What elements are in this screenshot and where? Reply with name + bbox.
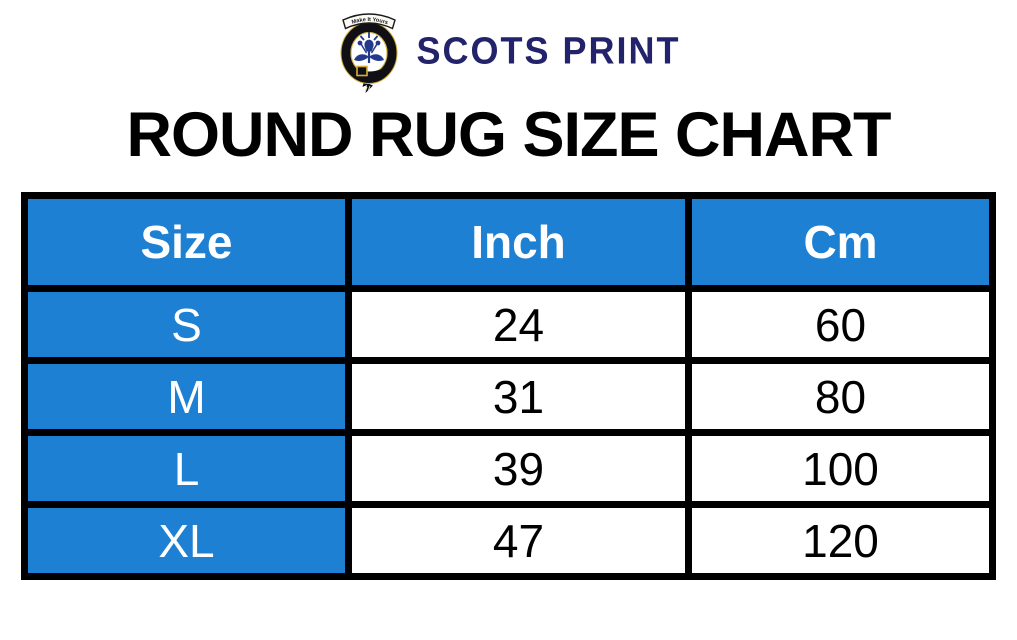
size-cell: XL — [21, 501, 352, 580]
ribbon-text: Make It Yours — [352, 17, 390, 26]
cm-cell: 60 — [685, 285, 996, 364]
inch-cell: 24 — [345, 285, 692, 364]
size-cell: L — [21, 429, 352, 508]
brand-name: SCOTS PRINT — [416, 28, 681, 72]
thistle-icon — [354, 32, 385, 63]
belt-buckle-icon — [347, 64, 392, 79]
table-row: M 31 80 — [21, 357, 996, 436]
size-cell: S — [21, 285, 352, 364]
column-header-size: Size — [21, 192, 352, 292]
cm-cell: 80 — [685, 357, 996, 436]
table-row: S 24 60 — [21, 285, 996, 364]
size-chart-body: S 24 60 M 31 80 L 39 100 XL 47 120 — [21, 285, 996, 580]
inch-cell: 47 — [345, 501, 692, 580]
logo-header: Make It Yours SCOTS PRINT — [0, 0, 1017, 96]
table-row: XL 47 120 — [21, 501, 996, 580]
scots-print-crest-logo: Make It Yours — [340, 13, 398, 93]
cm-cell: 120 — [685, 501, 996, 580]
size-cell: M — [21, 357, 352, 436]
svg-text:Make It Yours: Make It Yours — [352, 17, 390, 26]
cm-cell: 100 — [685, 429, 996, 508]
size-chart-table: Size Inch Cm S 24 60 M 31 80 L 39 100 XL 47 120 — [21, 192, 996, 580]
column-header-cm: Cm — [685, 192, 996, 292]
inch-cell: 39 — [345, 429, 692, 508]
ribbon-banner: Make It Yours — [342, 13, 397, 30]
page-title: ROUND RUG SIZE CHART — [126, 100, 892, 170]
header-row: Size Inch Cm — [21, 192, 996, 292]
table-row: L 39 100 — [21, 429, 996, 508]
inch-cell: 31 — [345, 357, 692, 436]
column-header-inch: Inch — [345, 192, 692, 292]
table-header: Size Inch Cm — [21, 192, 996, 292]
